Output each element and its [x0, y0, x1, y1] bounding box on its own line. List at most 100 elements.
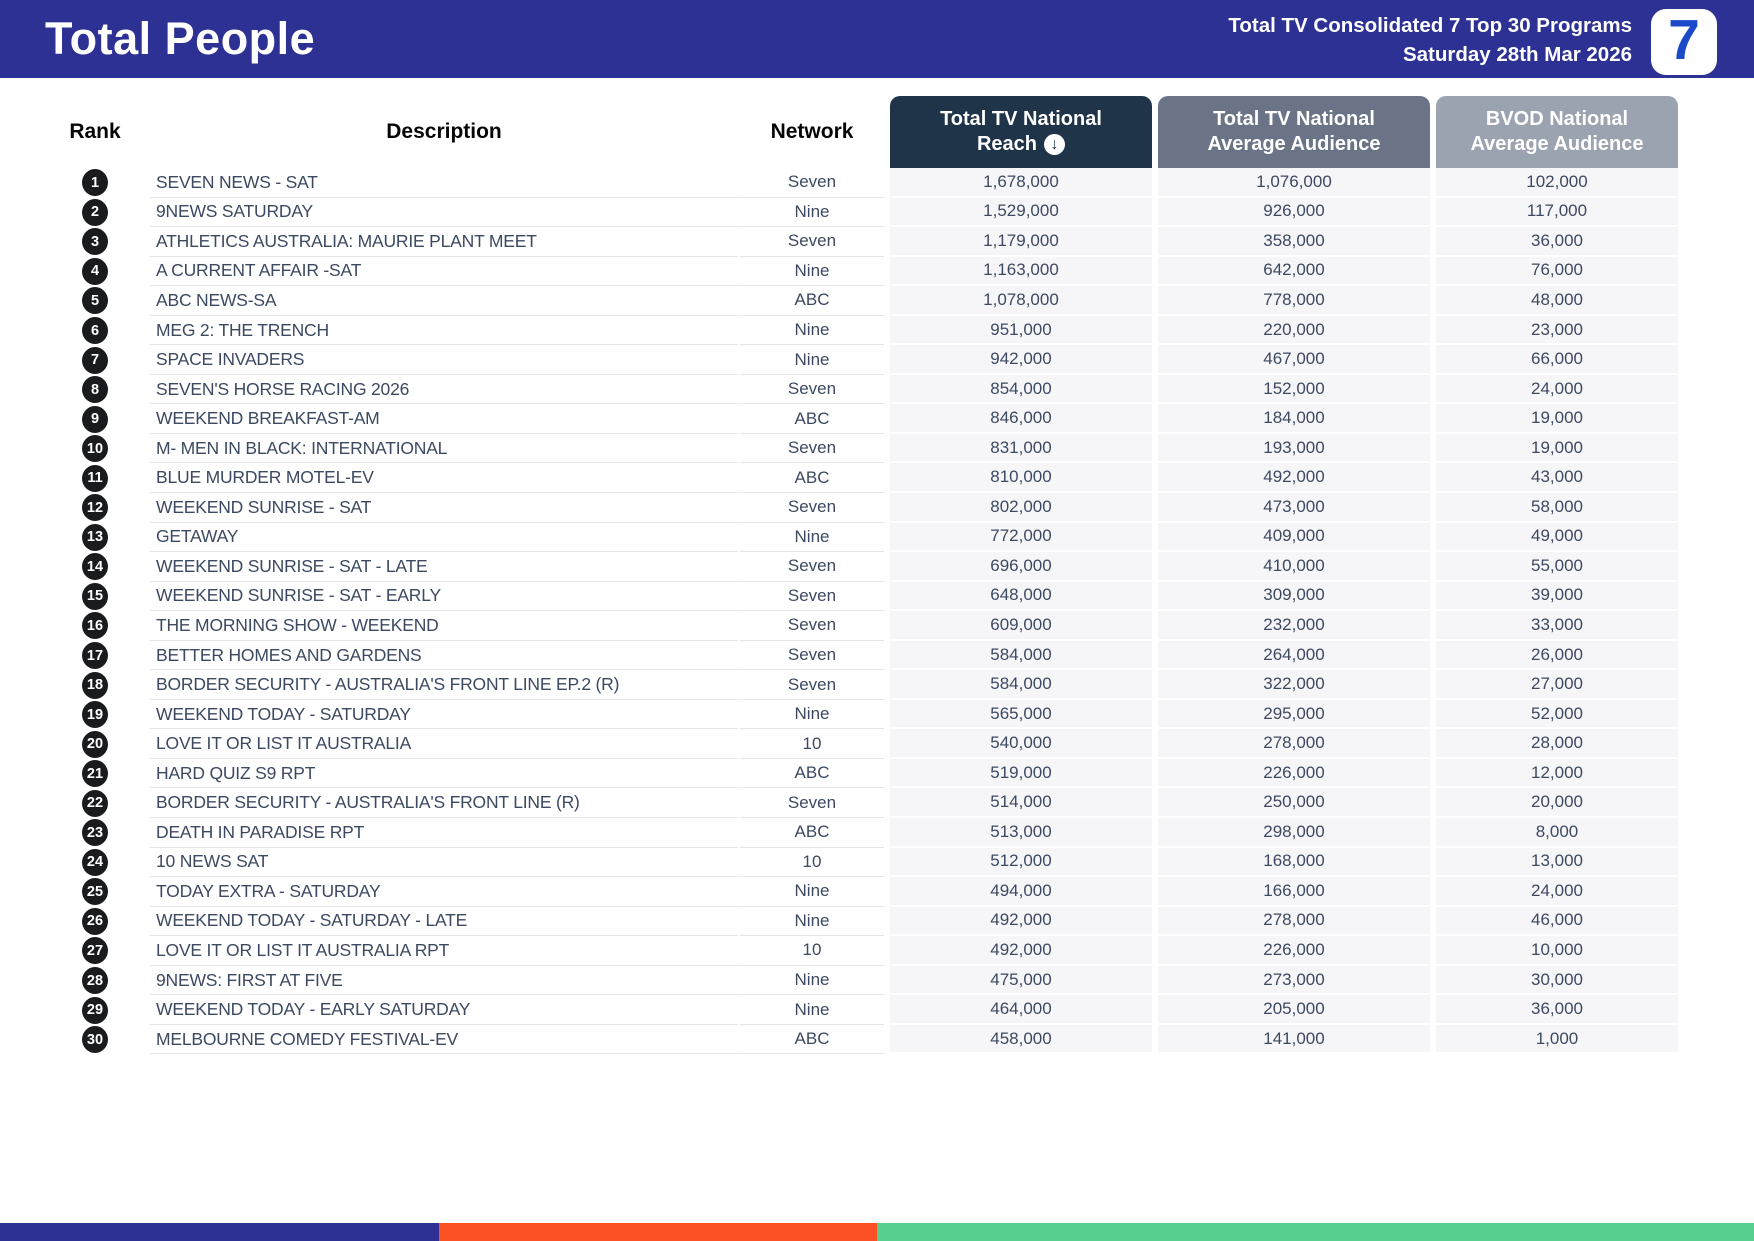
- rank-cell: 6: [55, 316, 135, 346]
- network-name: Nine: [740, 966, 884, 996]
- network-name: Nine: [740, 995, 884, 1025]
- bvod-audience-value: 46,000: [1436, 906, 1678, 937]
- reach-value: 846,000: [890, 404, 1152, 434]
- reach-value: 519,000: [890, 758, 1152, 789]
- bvod-audience-value: 24,000: [1436, 877, 1678, 907]
- avg-audience-value: 492,000: [1158, 463, 1430, 494]
- bvod-audience-value: 117,000: [1436, 197, 1678, 228]
- table-row: 22 BORDER SECURITY - AUSTRALIA'S FRONT LI…: [0, 788, 1754, 819]
- rank-badge: 26: [82, 907, 108, 935]
- reach-value: 1,529,000: [890, 197, 1152, 228]
- avg-audience-value: 166,000: [1158, 877, 1430, 907]
- program-description: 10 NEWS SAT: [150, 848, 738, 878]
- program-description: BETTER HOMES AND GARDENS: [150, 641, 738, 671]
- col-header-total-tv-avg-audience: Total TV National Average Audience: [1158, 96, 1430, 168]
- bvod-audience-value: 24,000: [1436, 374, 1678, 405]
- program-description: M- MEN IN BLACK: INTERNATIONAL: [150, 434, 738, 464]
- rank-badge: 2: [82, 198, 108, 226]
- rank-cell: 21: [55, 759, 135, 789]
- rank-cell: 18: [55, 670, 135, 700]
- bvod-audience-value: 39,000: [1436, 581, 1678, 612]
- reach-value: 942,000: [890, 345, 1152, 375]
- rank-cell: 27: [55, 936, 135, 966]
- program-description: BORDER SECURITY - AUSTRALIA'S FRONT LINE…: [150, 670, 738, 700]
- program-description: WEEKEND SUNRISE - SAT: [150, 493, 738, 523]
- rank-badge: 30: [82, 1026, 108, 1054]
- program-description: SEVEN'S HORSE RACING 2026: [150, 375, 738, 405]
- rank-cell: 16: [55, 611, 135, 641]
- program-description: ABC NEWS-SA: [150, 286, 738, 316]
- reach-value: 514,000: [890, 788, 1152, 819]
- table-row: 30 MELBOURNE COMEDY FESTIVAL-EV ABC 458,000…: [0, 1024, 1754, 1055]
- avg-audience-value: 152,000: [1158, 374, 1430, 405]
- network-name: Nine: [740, 198, 884, 228]
- rank-badge: 12: [82, 494, 108, 522]
- network-name: Nine: [740, 345, 884, 375]
- avg-audience-value: 309,000: [1158, 581, 1430, 612]
- rank-cell: 29: [55, 995, 135, 1025]
- bvod-audience-value: 49,000: [1436, 522, 1678, 553]
- bvod-audience-value: 8,000: [1436, 818, 1678, 848]
- rank-cell: 5: [55, 286, 135, 316]
- bvod-audience-value: 12,000: [1436, 758, 1678, 789]
- reach-value: 772,000: [890, 522, 1152, 553]
- footer-segment-blue: [0, 1223, 439, 1241]
- rank-badge: 27: [82, 937, 108, 965]
- network-name: ABC: [740, 759, 884, 789]
- rank-badge: 22: [82, 789, 108, 817]
- avg-audience-value: 410,000: [1158, 552, 1430, 582]
- table-row: 15 WEEKEND SUNRISE - SAT - EARLY Seven 648,…: [0, 581, 1754, 612]
- rank-badge: 28: [82, 967, 108, 995]
- network-name: 10: [740, 848, 884, 878]
- report-subtitle-block: Total TV Consolidated 7 Top 30 Programs …: [1228, 11, 1632, 69]
- program-description: WEEKEND SUNRISE - SAT - EARLY: [150, 582, 738, 612]
- program-description: WEEKEND BREAKFAST-AM: [150, 404, 738, 434]
- rank-badge: 1: [82, 169, 108, 197]
- rank-badge: 24: [82, 848, 108, 876]
- col-header-description: Description: [386, 120, 502, 143]
- avg-header-line2: Average Audience: [1207, 133, 1381, 155]
- network-name: Seven: [740, 611, 884, 641]
- table-row: 28 9NEWS: FIRST AT FIVE Nine 475,000 273,000…: [0, 965, 1754, 996]
- network-name: 10: [740, 936, 884, 966]
- bvod-audience-value: 19,000: [1436, 433, 1678, 464]
- reach-value: 584,000: [890, 640, 1152, 671]
- rank-cell: 2: [55, 198, 135, 228]
- network-name: Nine: [740, 257, 884, 287]
- program-description: MEG 2: THE TRENCH: [150, 316, 738, 346]
- network-name: Seven: [740, 493, 884, 523]
- network-name: ABC: [740, 404, 884, 434]
- rank-cell: 25: [55, 877, 135, 907]
- table-row: 10 M- MEN IN BLACK: INTERNATIONAL Seven 831…: [0, 433, 1754, 464]
- avg-audience-value: 473,000: [1158, 493, 1430, 523]
- bvod-audience-value: 58,000: [1436, 493, 1678, 523]
- table-row: 26 WEEKEND TODAY - SATURDAY - LATE Nine 492…: [0, 906, 1754, 937]
- rank-badge: 21: [82, 760, 108, 788]
- rank-badge: 6: [82, 317, 108, 344]
- bvod-audience-value: 36,000: [1436, 227, 1678, 257]
- page-title: Total People: [45, 13, 316, 64]
- avg-audience-value: 278,000: [1158, 729, 1430, 759]
- reach-value: 1,163,000: [890, 256, 1152, 287]
- avg-audience-value: 193,000: [1158, 433, 1430, 464]
- program-description: LOVE IT OR LIST IT AUSTRALIA: [150, 729, 738, 759]
- program-description: 9NEWS SATURDAY: [150, 198, 738, 228]
- rank-cell: 30: [55, 1025, 135, 1055]
- table-row: 23 DEATH IN PARADISE RPT ABC 513,000 298,000…: [0, 818, 1754, 848]
- program-description: HARD QUIZ S9 RPT: [150, 759, 738, 789]
- rank-cell: 4: [55, 257, 135, 287]
- reach-value: 494,000: [890, 877, 1152, 907]
- avg-audience-value: 168,000: [1158, 847, 1430, 878]
- col-header-rank: Rank: [69, 120, 121, 143]
- rank-badge: 29: [82, 996, 108, 1024]
- bvod-audience-value: 76,000: [1436, 256, 1678, 287]
- program-description: 9NEWS: FIRST AT FIVE: [150, 966, 738, 996]
- rank-badge: 4: [82, 257, 108, 285]
- program-description: GETAWAY: [150, 523, 738, 553]
- avg-audience-value: 226,000: [1158, 758, 1430, 789]
- col-header-total-tv-reach[interactable]: Total TV National Reach ↓: [890, 96, 1152, 168]
- table-row: 11 BLUE MURDER MOTEL-EV ABC 810,000 492,000 4…: [0, 463, 1754, 494]
- rank-cell: 8: [55, 375, 135, 405]
- program-description: SPACE INVADERS: [150, 345, 738, 375]
- avg-audience-value: 295,000: [1158, 699, 1430, 730]
